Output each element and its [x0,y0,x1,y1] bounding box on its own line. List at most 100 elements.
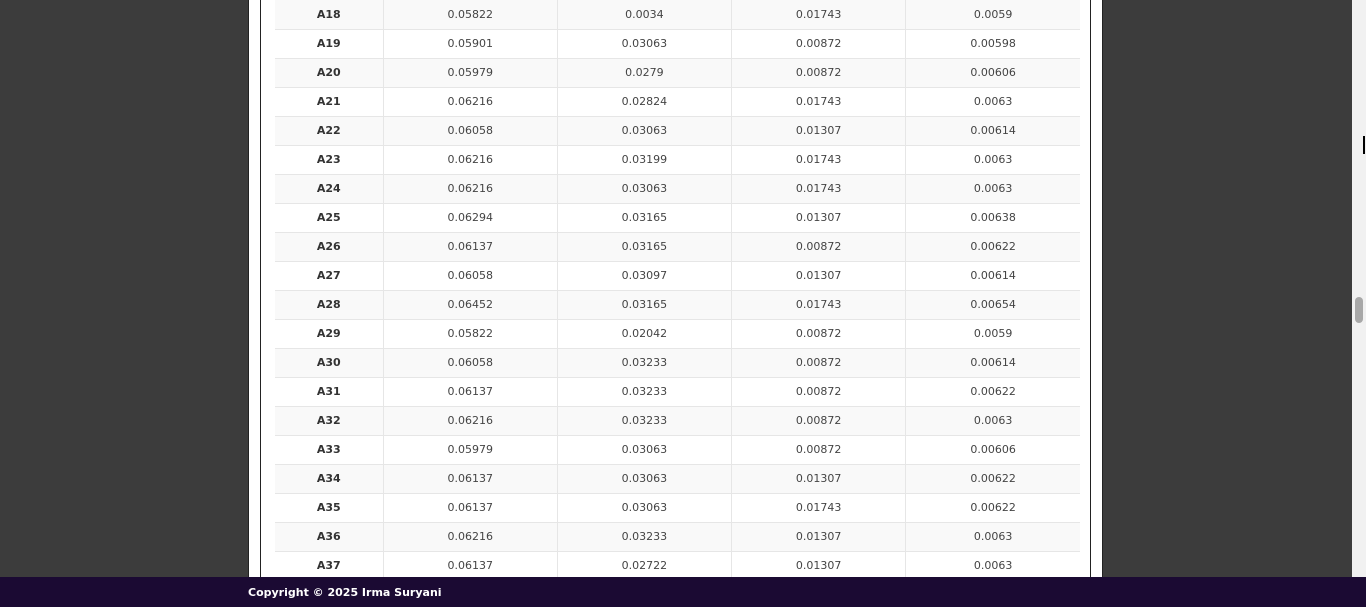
value-cell: 0.00622 [905,493,1080,523]
value-cell: 0.00872 [731,348,906,378]
row-id-cell: A31 [275,377,384,407]
value-cell: 0.00872 [731,29,906,59]
table-row: A25 0.06294 0.03165 0.01307 0.00638 [275,203,1080,233]
value-cell: 0.0063 [905,522,1080,552]
table-row: A23 0.06216 0.03199 0.01743 0.0063 [275,145,1080,175]
value-cell: 0.01307 [731,261,906,291]
value-cell: 0.00622 [905,464,1080,494]
value-cell: 0.02042 [556,319,732,349]
value-cell: 0.01307 [731,116,906,146]
value-cell: 0.0063 [905,145,1080,175]
table-row: A32 0.06216 0.03233 0.00872 0.0063 [275,406,1080,436]
value-cell: 0.00622 [905,232,1080,262]
value-cell: 0.03233 [556,348,732,378]
row-id-cell: A23 [275,145,384,175]
value-cell: 0.05822 [382,319,558,349]
row-id-cell: A24 [275,174,384,204]
value-cell: 0.03063 [556,29,732,59]
value-cell: 0.00598 [905,29,1080,59]
value-cell: 0.06137 [382,377,558,407]
table-row: A33 0.05979 0.03063 0.00872 0.00606 [275,435,1080,465]
table-row: A35 0.06137 0.03063 0.01743 0.00622 [275,493,1080,523]
value-cell: 0.01307 [731,522,906,552]
vertical-scrollbar[interactable] [1352,0,1366,577]
value-cell: 0.00606 [905,435,1080,465]
value-cell: 0.03199 [556,145,732,175]
row-id-cell: A21 [275,87,384,117]
value-cell: 0.06216 [382,87,558,117]
footer-copyright: Copyright © 2025 Irma Suryani [248,586,442,599]
value-cell: 0.01743 [731,0,906,30]
row-id-cell: A26 [275,232,384,262]
page-viewport: A18 0.05822 0.0034 0.01743 0.0059 A19 0.05901 0… [248,0,1103,577]
value-cell: 0.01743 [731,493,906,523]
value-cell: 0.02824 [556,87,732,117]
value-cell: 0.03063 [556,174,732,204]
row-id-cell: A25 [275,203,384,233]
value-cell: 0.05979 [382,435,558,465]
table-row: A29 0.05822 0.02042 0.00872 0.0059 [275,319,1080,349]
row-id-cell: A34 [275,464,384,494]
row-id-cell: A36 [275,522,384,552]
value-cell: 0.03097 [556,261,732,291]
value-cell: 0.00872 [731,319,906,349]
value-cell: 0.00622 [905,377,1080,407]
text-cursor [1363,136,1365,154]
table-row: A19 0.05901 0.03063 0.00872 0.00598 [275,29,1080,59]
table-row: A26 0.06137 0.03165 0.00872 0.00622 [275,232,1080,262]
row-id-cell: A22 [275,116,384,146]
value-cell: 0.03063 [556,464,732,494]
value-cell: 0.06216 [382,522,558,552]
value-cell: 0.03063 [556,493,732,523]
value-cell: 0.01743 [731,174,906,204]
results-table-body: A18 0.05822 0.0034 0.01743 0.0059 A19 0.05901 0… [275,0,1080,577]
row-id-cell: A29 [275,319,384,349]
value-cell: 0.00654 [905,290,1080,320]
value-cell: 0.06058 [382,261,558,291]
value-cell: 0.0279 [556,58,732,88]
value-cell: 0.01307 [731,464,906,494]
value-cell: 0.06137 [382,464,558,494]
table-row: A34 0.06137 0.03063 0.01307 0.00622 [275,464,1080,494]
value-cell: 0.00872 [731,435,906,465]
value-cell: 0.0063 [905,87,1080,117]
row-id-cell: A33 [275,435,384,465]
value-cell: 0.00872 [731,406,906,436]
value-cell: 0.00606 [905,58,1080,88]
value-cell: 0.00638 [905,203,1080,233]
value-cell: 0.03233 [556,406,732,436]
row-id-cell: A18 [275,0,384,30]
value-cell: 0.00614 [905,116,1080,146]
scrollbar-thumb[interactable] [1355,297,1363,323]
value-cell: 0.06137 [382,232,558,262]
value-cell: 0.00614 [905,348,1080,378]
table-row: A21 0.06216 0.02824 0.01743 0.0063 [275,87,1080,117]
value-cell: 0.01743 [731,145,906,175]
value-cell: 0.00872 [731,58,906,88]
row-id-cell: A19 [275,29,384,59]
value-cell: 0.03233 [556,522,732,552]
row-id-cell: A30 [275,348,384,378]
row-id-cell: A37 [275,551,384,577]
value-cell: 0.03165 [556,232,732,262]
value-cell: 0.06137 [382,493,558,523]
value-cell: 0.06216 [382,145,558,175]
row-id-cell: A20 [275,58,384,88]
row-id-cell: A35 [275,493,384,523]
row-id-cell: A27 [275,261,384,291]
value-cell: 0.0034 [556,0,732,30]
value-cell: 0.06058 [382,348,558,378]
table-row: A22 0.06058 0.03063 0.01307 0.00614 [275,116,1080,146]
value-cell: 0.01743 [731,87,906,117]
value-cell: 0.03233 [556,377,732,407]
value-cell: 0.0063 [905,551,1080,577]
value-cell: 0.0059 [905,319,1080,349]
value-cell: 0.00872 [731,377,906,407]
table-row: A18 0.05822 0.0034 0.01743 0.0059 [275,0,1080,30]
value-cell: 0.03063 [556,116,732,146]
value-cell: 0.03165 [556,290,732,320]
table-row: A20 0.05979 0.0279 0.00872 0.00606 [275,58,1080,88]
value-cell: 0.0063 [905,174,1080,204]
value-cell: 0.0063 [905,406,1080,436]
value-cell: 0.00872 [731,232,906,262]
